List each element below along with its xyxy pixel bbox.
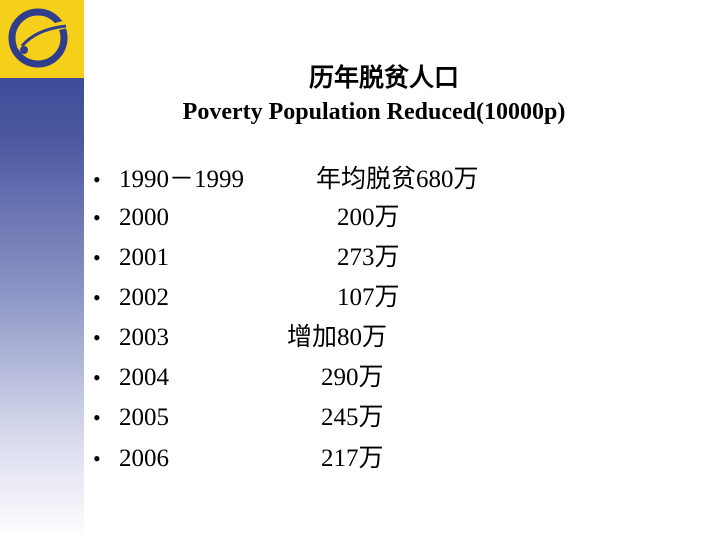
list-item: • 2005 245万 (0, 398, 720, 438)
year-label: 2003 (119, 324, 169, 351)
sidebar-gradient (0, 0, 84, 540)
list-item: • 2003 增加80万 (0, 318, 720, 358)
year-label: 2004 (119, 364, 169, 391)
logo-panel (0, 0, 84, 78)
value-label: 200万 (337, 204, 400, 231)
list-item: • 2002 107万 (0, 278, 720, 318)
list-item: • 2000 200万 (0, 198, 720, 238)
value-label: 245万 (321, 404, 384, 431)
bullet: • (93, 405, 101, 430)
logo-icon (8, 8, 69, 68)
year-label: 2001 (119, 244, 169, 271)
bullet: • (93, 365, 101, 390)
bullet: • (93, 167, 101, 192)
year-label: 2002 (119, 284, 169, 311)
list-item: • 1990－1999 年均脱贫680万 (0, 160, 720, 200)
value-label: 217万 (321, 445, 384, 472)
page-subtitle: Poverty Population Reduced(10000p) (182, 99, 566, 125)
list-item: • 2004 290万 (0, 358, 720, 398)
bullet: • (93, 245, 101, 270)
list-item: • 2001 273万 (0, 238, 720, 278)
year-label: 2005 (119, 404, 169, 431)
bullet: • (93, 205, 101, 230)
list-item: • 2006 217万 (0, 439, 720, 479)
value-label: 273万 (337, 244, 400, 271)
bullet: • (93, 285, 101, 310)
page-title: 历年脱贫人口 (308, 65, 459, 92)
value-label: 290万 (321, 364, 384, 391)
value-label: 年均脱贫680万 (316, 166, 479, 193)
value-label: 107万 (337, 284, 400, 311)
year-label: 2000 (119, 204, 169, 231)
value-label: 增加80万 (287, 324, 388, 351)
year-label: 1990－1999 (119, 166, 245, 193)
year-label: 2006 (119, 445, 169, 472)
bullet: • (93, 325, 101, 350)
bullet: • (93, 446, 101, 471)
